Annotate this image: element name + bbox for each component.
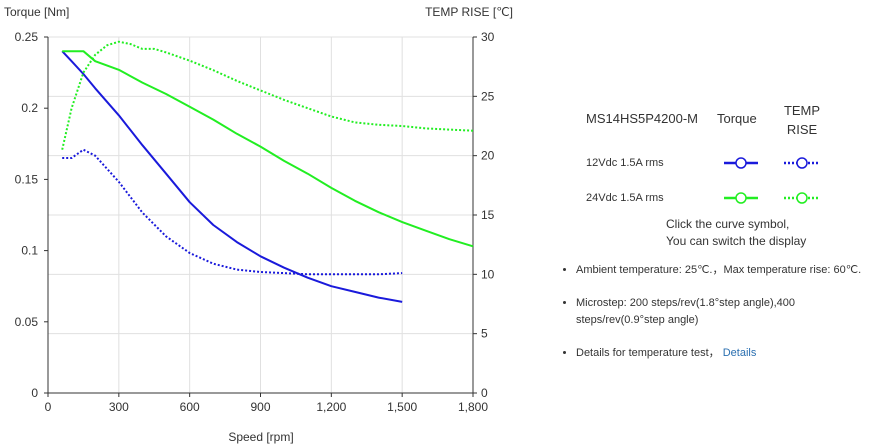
legend-header-torque: Torque bbox=[717, 111, 757, 126]
x-tick-label: 1,800 bbox=[458, 400, 488, 414]
y-right-tick-label: 0 bbox=[481, 386, 488, 400]
legend-hint-line2: You can switch the display bbox=[666, 234, 807, 248]
y-left-tick-label: 0.1 bbox=[21, 244, 38, 258]
legend-24v-torque-symbol[interactable] bbox=[722, 190, 762, 206]
y-left-tick-label: 0.25 bbox=[15, 30, 39, 44]
notes-list: Ambient temperature: 25℃.，Max temperatur… bbox=[560, 262, 876, 378]
details-link[interactable]: Details bbox=[722, 347, 757, 359]
series-line-3 bbox=[61, 40, 474, 150]
chart-axes bbox=[44, 36, 477, 397]
chart-tick-labels: 0 300 600 900 1,200 1,500 1,80000.050.10.150.2… bbox=[15, 30, 495, 414]
x-tick-label: 1,200 bbox=[316, 400, 346, 414]
y-right-tick-label: 25 bbox=[481, 89, 495, 103]
note-details: Details for temperature test， Details bbox=[576, 345, 876, 362]
y-left-tick-label: 0.05 bbox=[15, 315, 39, 329]
y-right-tick-label: 20 bbox=[481, 149, 495, 163]
left-axis-title: Torque [Nm] bbox=[4, 5, 69, 19]
series-line-0 bbox=[61, 50, 403, 303]
legend-24v-temp-symbol[interactable] bbox=[782, 190, 822, 206]
x-axis-title: Speed [rpm] bbox=[228, 430, 293, 444]
chart-series bbox=[61, 40, 474, 303]
x-tick-label: 1,500 bbox=[387, 400, 417, 414]
legend-panel: MS14HS5P4200-M Torque TEMP RISE 12Vdc 1.… bbox=[560, 0, 881, 445]
y-left-tick-label: 0 bbox=[31, 386, 38, 400]
legend-hint-line1: Click the curve symbol, bbox=[666, 217, 790, 231]
y-left-tick-label: 0.2 bbox=[21, 101, 38, 115]
torque-speed-chart: 0 300 600 900 1,200 1,500 1,80000.050.10.150.2… bbox=[4, 5, 513, 444]
series-line-1 bbox=[62, 148, 403, 276]
x-tick-label: 300 bbox=[109, 400, 129, 414]
x-tick-label: 900 bbox=[250, 400, 270, 414]
legend-header-temp-line2: RISE bbox=[786, 122, 818, 137]
note-ambient-temperature: Ambient temperature: 25℃.，Max temperatur… bbox=[576, 262, 876, 279]
note-details-text: Details for temperature test， bbox=[576, 347, 720, 359]
x-tick-label: 0 bbox=[45, 400, 52, 414]
y-right-tick-label: 30 bbox=[481, 30, 495, 44]
legend-hint: Click the curve symbol, You can switch t… bbox=[666, 216, 806, 250]
legend-header-temp-rise: TEMP RISE bbox=[776, 101, 828, 139]
legend-row-24v-label: 24Vdc 1.5A rms bbox=[586, 192, 664, 204]
y-right-tick-label: 5 bbox=[481, 327, 488, 341]
series-line-2 bbox=[62, 50, 474, 248]
note-microstep: Microstep: 200 steps/rev(1.8°step angle)… bbox=[576, 295, 876, 329]
legend-header-temp-line1: TEMP bbox=[783, 103, 821, 118]
x-tick-label: 600 bbox=[180, 400, 200, 414]
right-axis-title: TEMP RISE [℃] bbox=[425, 5, 513, 19]
y-right-tick-label: 10 bbox=[481, 267, 495, 281]
legend-row-12v-label: 12Vdc 1.5A rms bbox=[586, 157, 664, 169]
y-right-tick-label: 15 bbox=[481, 208, 495, 222]
chart-grid bbox=[48, 36, 473, 393]
legend-12v-torque-symbol[interactable] bbox=[722, 155, 762, 171]
legend-12v-temp-symbol[interactable] bbox=[782, 155, 822, 171]
motor-model: MS14HS5P4200-M bbox=[586, 111, 698, 126]
y-left-tick-label: 0.15 bbox=[15, 172, 39, 186]
